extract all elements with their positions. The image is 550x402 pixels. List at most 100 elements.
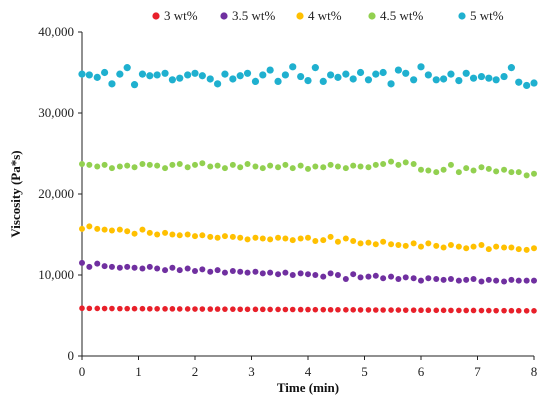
data-point — [388, 273, 395, 280]
data-point — [410, 275, 417, 282]
data-point — [410, 307, 417, 313]
data-point — [515, 78, 523, 86]
data-point — [455, 277, 462, 284]
data-point — [207, 163, 214, 170]
data-point — [267, 162, 274, 169]
data-point — [327, 306, 334, 313]
data-point — [515, 307, 522, 314]
data-point — [192, 267, 198, 274]
data-point — [425, 275, 432, 282]
data-point — [372, 161, 379, 168]
data-point — [320, 237, 327, 244]
y-tick-label: 0 — [68, 348, 75, 363]
data-point — [433, 307, 440, 314]
x-tick-label: 6 — [418, 364, 425, 379]
data-point — [515, 277, 522, 284]
data-point — [305, 271, 311, 278]
data-point — [342, 276, 349, 283]
data-point — [342, 235, 349, 242]
x-tick-label: 0 — [79, 364, 86, 379]
legend-marker — [368, 12, 376, 20]
data-point — [138, 70, 147, 78]
data-point — [176, 232, 183, 239]
data-point — [79, 259, 85, 266]
data-point — [523, 172, 530, 179]
data-point — [402, 69, 410, 77]
data-point — [221, 70, 229, 78]
legend-marker — [458, 12, 466, 20]
data-point — [515, 169, 522, 176]
data-point — [447, 242, 454, 249]
data-point — [184, 164, 191, 171]
data-point — [192, 233, 198, 240]
data-point — [146, 72, 154, 80]
data-point — [229, 75, 237, 83]
data-point — [86, 305, 93, 312]
data-point — [154, 231, 161, 238]
data-point — [304, 77, 312, 85]
data-point — [259, 235, 266, 242]
data-point — [508, 276, 515, 283]
data-point — [184, 306, 191, 312]
data-point — [169, 306, 176, 312]
data-point — [154, 265, 161, 272]
data-point — [418, 277, 424, 284]
x-tick-label: 7 — [474, 364, 481, 379]
data-point — [492, 76, 500, 84]
data-point — [94, 225, 101, 232]
data-point — [531, 170, 537, 177]
data-point — [395, 276, 402, 283]
data-point — [191, 69, 199, 77]
data-point — [206, 75, 214, 83]
data-point — [93, 73, 101, 81]
data-point — [357, 307, 364, 313]
data-point — [501, 244, 508, 251]
series-1 — [79, 305, 537, 314]
data-point — [162, 165, 169, 172]
data-point — [117, 305, 123, 312]
data-point — [244, 161, 251, 168]
data-point — [108, 165, 115, 172]
data-point — [221, 165, 228, 172]
data-point — [343, 307, 349, 313]
data-point — [523, 246, 530, 253]
data-point — [530, 79, 538, 87]
data-point — [297, 270, 304, 277]
data-point — [274, 77, 282, 86]
x-tick-label: 8 — [531, 364, 538, 379]
data-point — [327, 71, 335, 79]
data-point — [469, 74, 478, 82]
data-point — [372, 70, 380, 78]
data-point — [440, 307, 447, 314]
data-point — [184, 71, 192, 79]
data-point — [198, 72, 206, 80]
data-point — [380, 161, 387, 168]
data-point — [320, 164, 327, 171]
data-point — [176, 267, 183, 274]
data-point — [282, 306, 289, 313]
data-point — [86, 223, 93, 230]
series-3 — [79, 223, 537, 253]
data-point — [432, 76, 440, 84]
data-point — [388, 158, 395, 165]
data-point — [327, 270, 334, 277]
data-point — [214, 306, 221, 312]
data-point — [531, 245, 537, 252]
data-point — [162, 229, 169, 236]
data-point — [275, 271, 282, 278]
data-point — [243, 69, 252, 77]
legend-label: 5 wt% — [470, 8, 504, 23]
data-point — [146, 263, 153, 270]
data-point — [221, 269, 228, 276]
data-point — [447, 276, 454, 283]
data-point — [147, 305, 153, 312]
data-point — [335, 306, 341, 313]
data-point — [462, 69, 470, 77]
data-point — [463, 276, 470, 283]
data-point — [101, 226, 108, 233]
data-point — [334, 73, 342, 81]
data-point — [478, 164, 485, 171]
data-point — [470, 243, 477, 250]
data-point — [379, 68, 387, 77]
data-point — [244, 236, 251, 243]
